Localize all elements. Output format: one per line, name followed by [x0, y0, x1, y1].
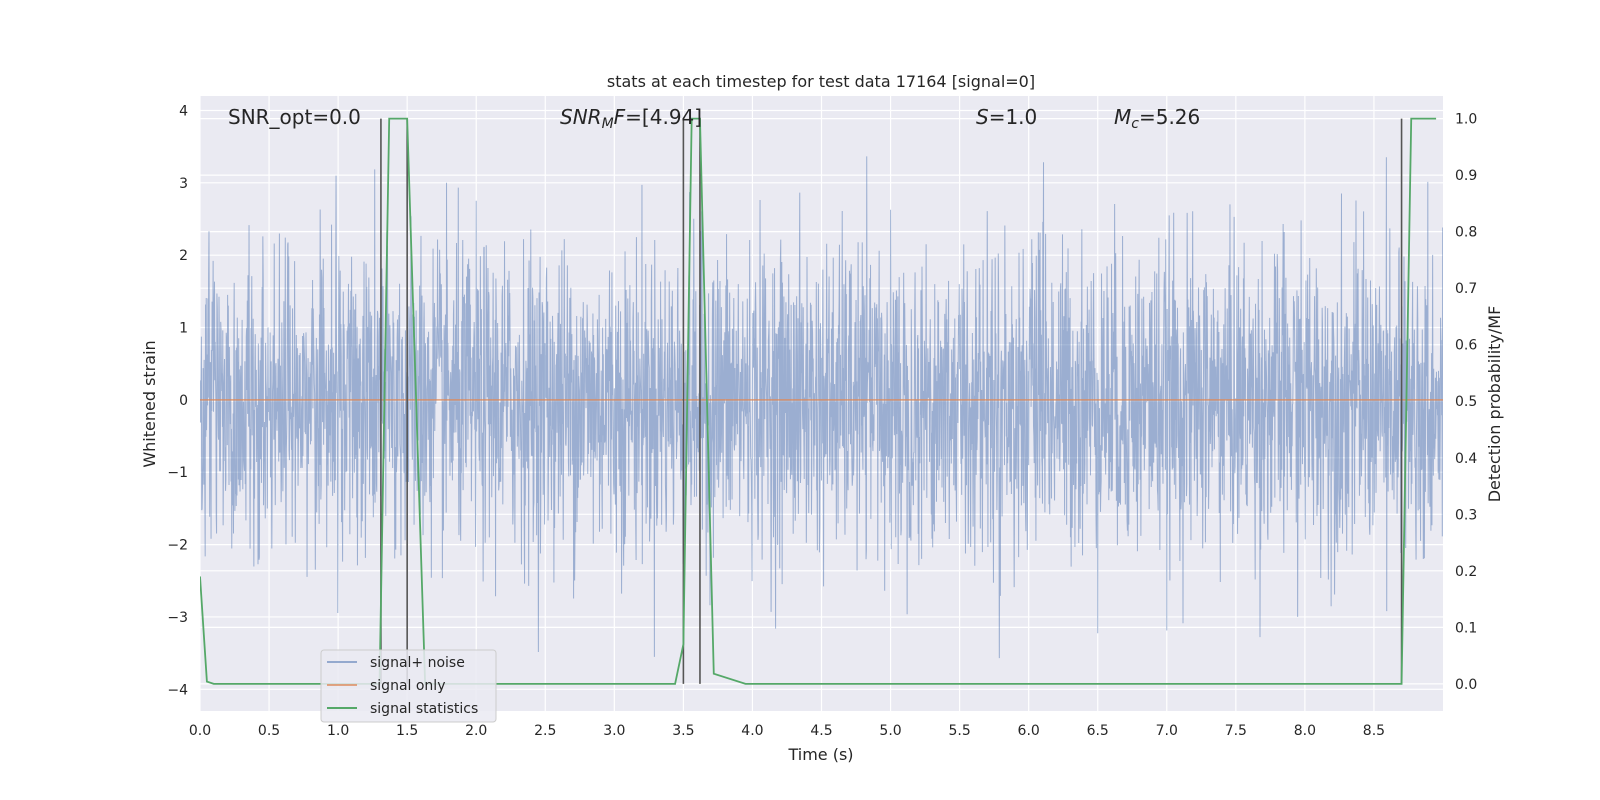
y-tick-label-right: 0.5 — [1455, 394, 1477, 410]
y-tick-label-left: −3 — [167, 610, 188, 626]
y-axis-label-right: Detection probability/MF — [1485, 306, 1504, 503]
y-axis-ticks-left: −4 −3 −2 −1 0 1 2 3 4 — [167, 103, 188, 698]
x-tick-label: 2.0 — [465, 723, 487, 739]
x-tick-label: 8.0 — [1294, 723, 1316, 739]
y-tick-label-right: 0.6 — [1455, 338, 1477, 354]
y-tick-label-right: 0.8 — [1455, 225, 1477, 241]
y-tick-label-right: 0.9 — [1455, 168, 1477, 184]
x-tick-label: 3.5 — [672, 723, 694, 739]
y-tick-label-left: 1 — [179, 321, 188, 337]
x-tick-label: 4.0 — [741, 723, 763, 739]
y-tick-label-left: −4 — [167, 682, 188, 698]
legend-label-stats: signal statistics — [370, 701, 478, 717]
x-tick-label: 0.5 — [258, 723, 280, 739]
annotation-snr-mf: SNRMF=[4.94] — [560, 105, 702, 132]
x-tick-label: 8.5 — [1363, 723, 1385, 739]
legend-label-signal: signal only — [370, 678, 445, 694]
annotation-mc: Mc=5.26 — [1114, 105, 1200, 132]
plot-content — [200, 117, 1443, 685]
x-tick-label: 5.5 — [948, 723, 970, 739]
y-axis-ticks-right: 0.0 0.1 0.2 0.3 0.4 0.5 0.6 0.7 0.8 0.9 1.0 — [1455, 112, 1477, 693]
x-tick-label: 2.5 — [534, 723, 556, 739]
x-tick-label: 7.5 — [1225, 723, 1247, 739]
x-axis-ticks: 0.0 0.5 1.0 1.5 2.0 2.5 3.0 3.5 4.0 4.5 5.0 5.5 6.0 6… — [189, 723, 1385, 739]
y-tick-label-left: 2 — [179, 248, 188, 264]
y-tick-label-right: 0.1 — [1455, 620, 1477, 636]
x-axis-label: Time (s) — [787, 745, 853, 764]
y-tick-label-left: 3 — [179, 176, 188, 192]
x-tick-label: 1.5 — [396, 723, 418, 739]
x-tick-label: 7.0 — [1156, 723, 1178, 739]
series-line-signal-statistics — [200, 117, 1437, 685]
y-tick-label-right: 0.3 — [1455, 507, 1477, 523]
x-tick-label: 3.0 — [603, 723, 625, 739]
y-tick-label-right: 0.7 — [1455, 281, 1477, 297]
x-tick-label: 6.5 — [1087, 723, 1109, 739]
x-tick-label: 4.5 — [810, 723, 832, 739]
legend-label-noise: signal+ noise — [370, 655, 465, 671]
x-tick-label: 1.0 — [327, 723, 349, 739]
y-axis-label-left: Whitened strain — [140, 340, 159, 467]
x-tick-label: 5.0 — [879, 723, 901, 739]
legend: signal+ noise signal only signal statist… — [320, 649, 497, 723]
annotation-s: S=1.0 — [976, 105, 1037, 129]
annotation-snr-opt: SNR_opt=0.0 — [228, 105, 361, 129]
y-tick-label-right: 0.2 — [1455, 564, 1477, 580]
chart-title: stats at each timestep for test data 171… — [607, 72, 1035, 91]
x-tick-label: 6.0 — [1018, 723, 1040, 739]
y-tick-label-right: 0.0 — [1455, 677, 1477, 693]
legend-box — [320, 649, 497, 723]
y-tick-label-left: 4 — [179, 103, 188, 119]
series-signal-statistics — [200, 117, 1437, 685]
y-tick-label-left: −1 — [167, 465, 188, 481]
y-tick-label-right: 1.0 — [1455, 112, 1477, 128]
x-tick-label: 0.0 — [189, 723, 211, 739]
y-tick-label-left: 0 — [179, 393, 188, 409]
y-tick-label-right: 0.4 — [1455, 451, 1477, 467]
y-tick-label-left: −2 — [167, 538, 188, 554]
